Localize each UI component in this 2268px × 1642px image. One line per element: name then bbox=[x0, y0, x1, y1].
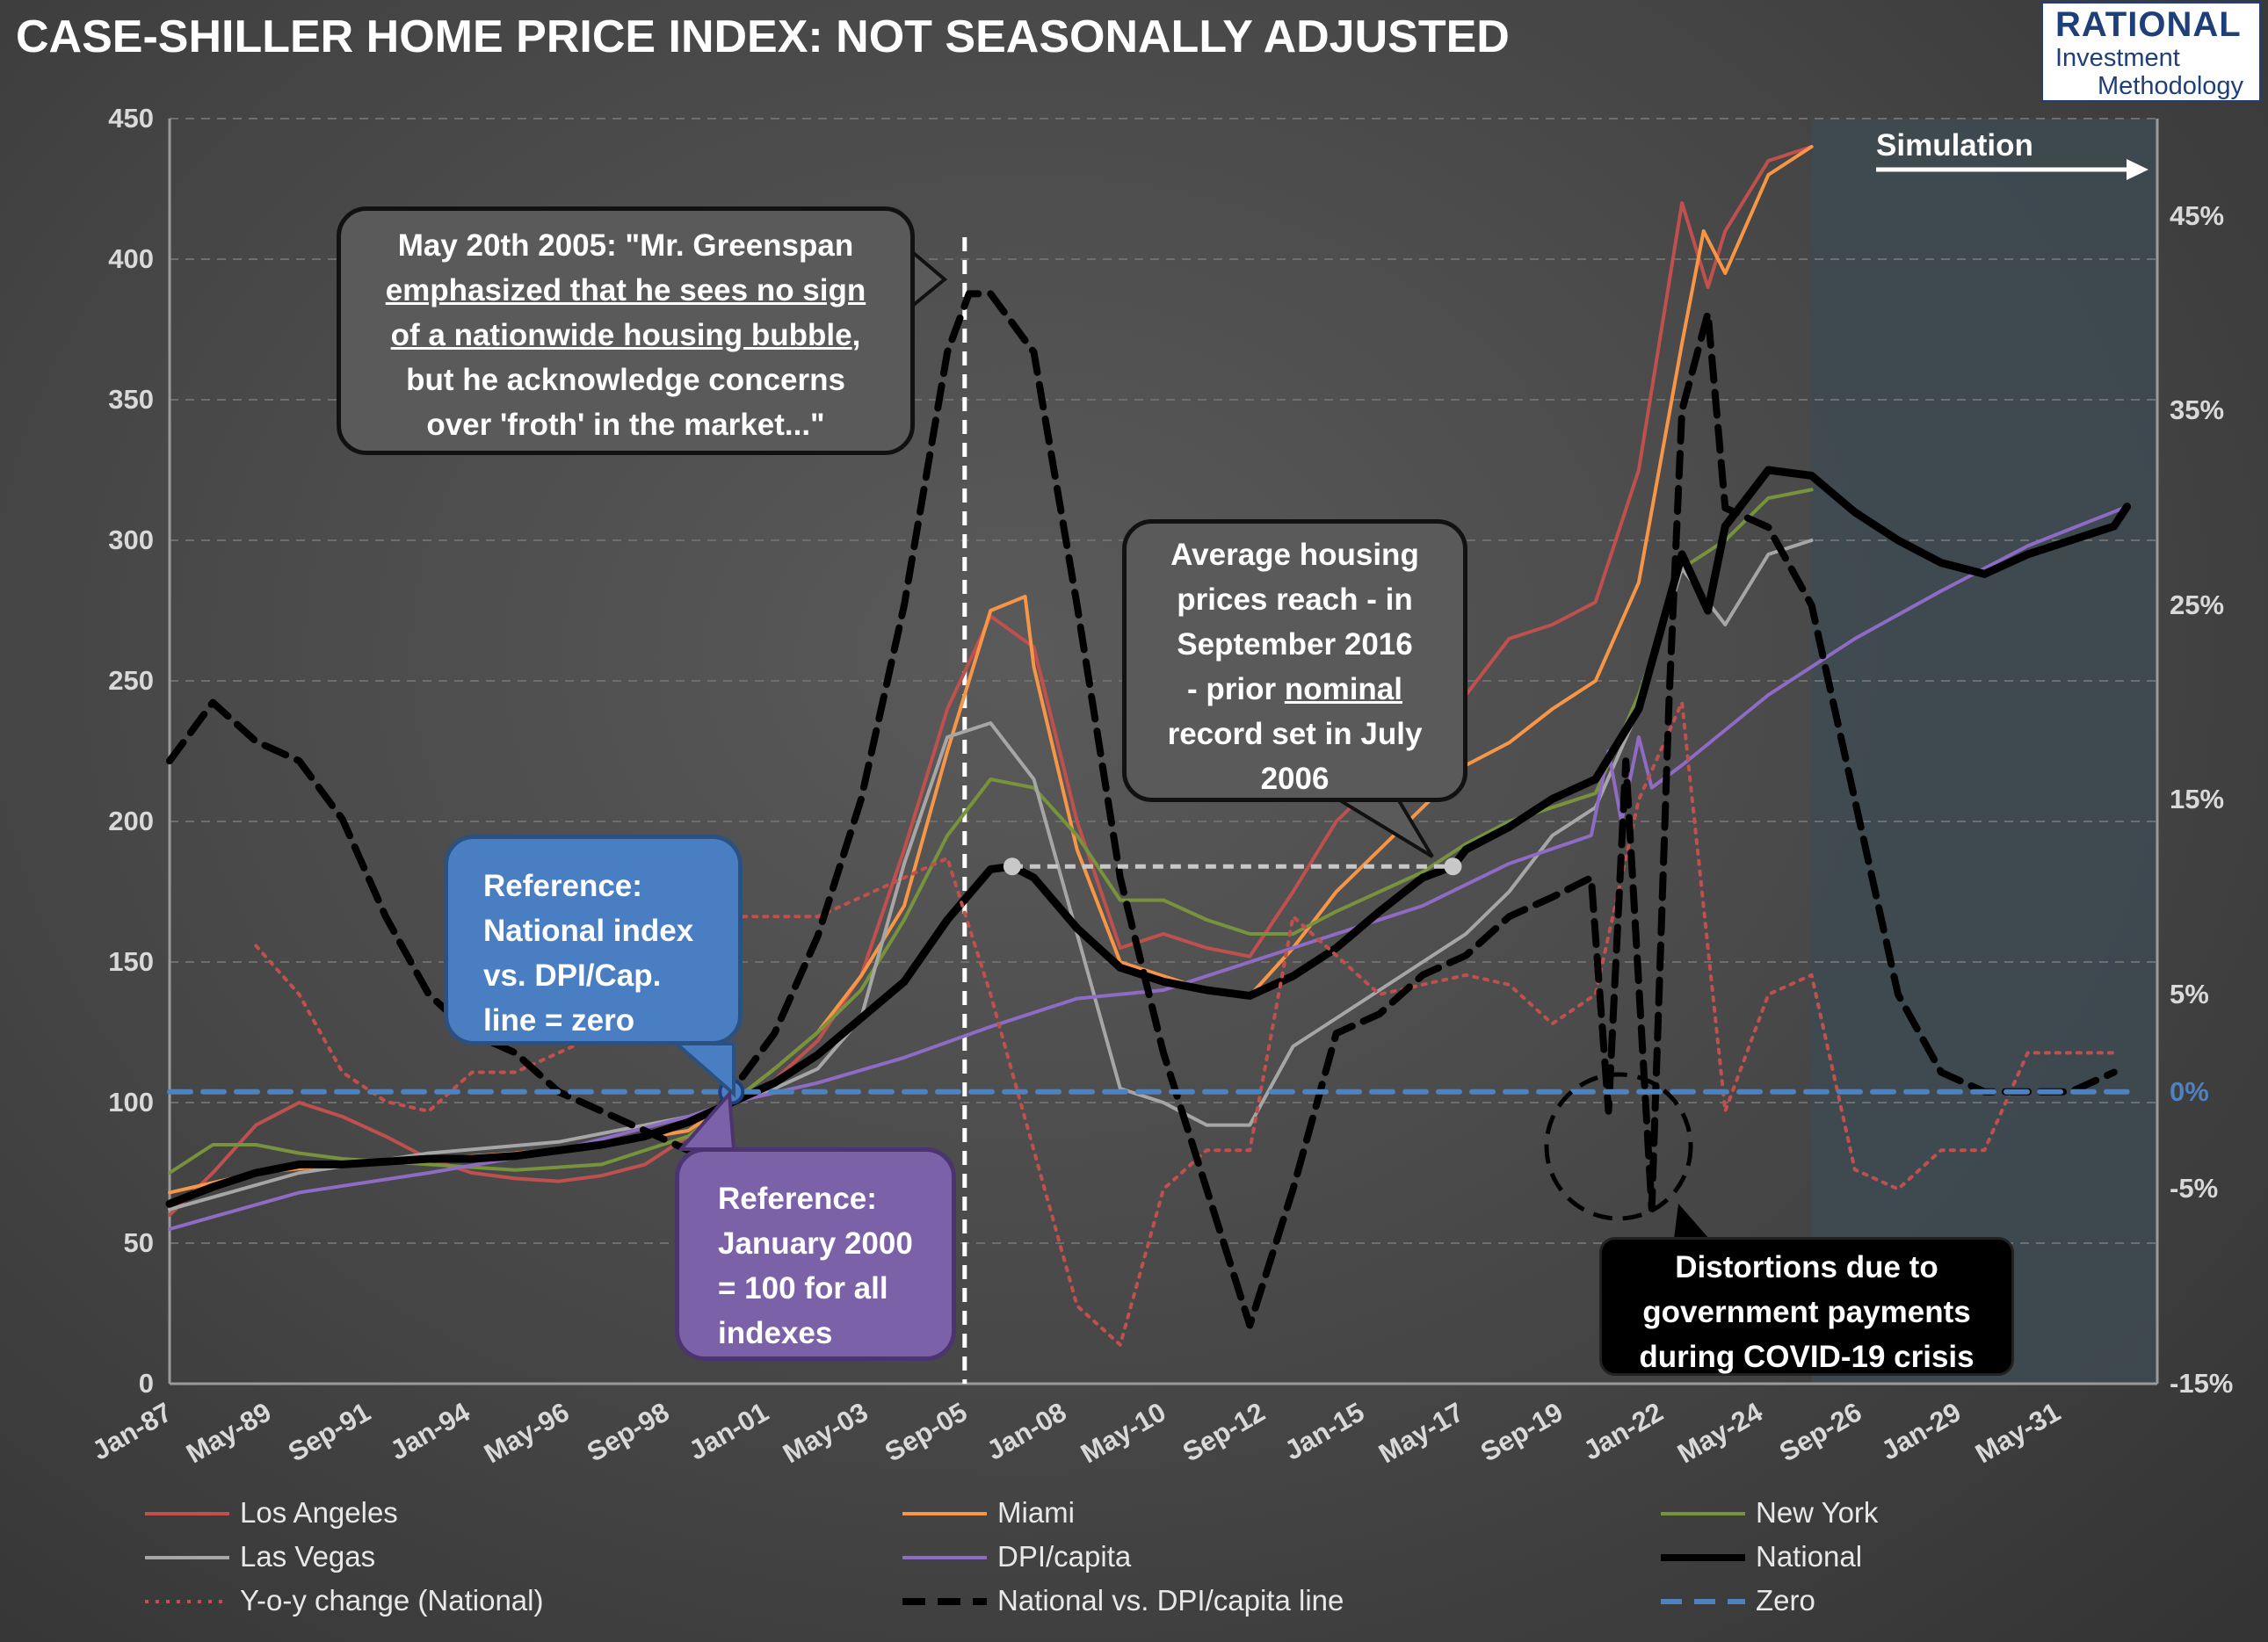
chart-title: CASE-SHILLER HOME PRICE INDEX: NOT SEASO… bbox=[16, 11, 1510, 62]
left-tick-label: 400 bbox=[108, 243, 154, 274]
record-callout: Average housing prices reach - in Septem… bbox=[1122, 519, 1467, 802]
legend-swatch bbox=[145, 1512, 229, 1515]
legend-label: New York bbox=[1756, 1496, 1879, 1529]
record-line4b: nominal bbox=[1284, 672, 1402, 706]
left-tick-label: 50 bbox=[123, 1227, 154, 1258]
legend-swatch bbox=[902, 1556, 987, 1559]
simulation-band bbox=[1811, 119, 2157, 1384]
left-tick-label: 300 bbox=[108, 524, 154, 555]
series-line-y-o-y-change-national bbox=[254, 700, 2116, 1347]
left-tick-label: 350 bbox=[108, 384, 154, 415]
greenspan-line5: over 'froth' in the market..." bbox=[426, 408, 825, 442]
left-tick-label: 150 bbox=[108, 946, 154, 977]
record-line2: prices reach - in bbox=[1177, 582, 1413, 617]
right-tick-label: 5% bbox=[2170, 978, 2209, 1009]
greenspan-line1: May 20th 2005: "Mr. Greenspan bbox=[397, 228, 854, 263]
legend-label: DPI/capita bbox=[997, 1540, 1132, 1573]
simulation-label: Simulation bbox=[1876, 128, 2033, 163]
national-callout-pointer bbox=[671, 1042, 735, 1098]
january-ref-line1: Reference: bbox=[718, 1182, 877, 1216]
left-tick-label: 450 bbox=[108, 103, 154, 134]
legend-label: Las Vegas bbox=[240, 1540, 376, 1573]
covid-line3: during COVID-19 crisis bbox=[1639, 1340, 1975, 1374]
national-reference-callout: Reference: National index vs. DPI/Cap. l… bbox=[444, 835, 743, 1045]
legend-label: Y-o-y change (National) bbox=[240, 1584, 544, 1617]
series-line-national-vs-dpi-capita-line bbox=[166, 290, 2118, 1329]
greenspan-line2: emphasized that he sees no sign bbox=[385, 273, 866, 307]
greenspan-line3: of a nationwide housing bubble bbox=[390, 318, 852, 352]
covid-callout-pointer bbox=[1674, 1204, 1709, 1239]
left-tick-label: 200 bbox=[108, 806, 154, 836]
covid-line2: government payments bbox=[1642, 1295, 1971, 1329]
logo-line1: RATIONAL bbox=[2055, 5, 2242, 44]
right-tick-label: 45% bbox=[2170, 199, 2225, 231]
january-ref-line3: = 100 for all bbox=[718, 1271, 888, 1306]
right-tick-label: 25% bbox=[2170, 589, 2225, 620]
legend-label: Miami bbox=[997, 1496, 1075, 1529]
national-ref-line2: National index bbox=[483, 914, 694, 948]
greenspan-callout: May 20th 2005: "Mr. Greenspan emphasized… bbox=[337, 206, 915, 455]
left-tick-label: 250 bbox=[108, 665, 154, 696]
legend-label: Zero bbox=[1756, 1584, 1815, 1617]
record-2006-marker bbox=[1003, 857, 1021, 876]
legend-swatch bbox=[902, 1512, 987, 1515]
legend-label: National bbox=[1756, 1540, 1863, 1573]
january-reference-callout: Reference: January 2000 = 100 for all in… bbox=[675, 1147, 956, 1361]
greenspan-line4: but he acknowledge concerns bbox=[406, 363, 845, 397]
legend-swatch bbox=[145, 1556, 229, 1559]
rational-logo: RATIONAL Investment Methodology bbox=[2041, 2, 2261, 102]
record-line1: Average housing bbox=[1170, 538, 1419, 572]
legend-swatch bbox=[902, 1598, 987, 1605]
legend-label: Los Angeles bbox=[240, 1496, 398, 1529]
series-line-new-york bbox=[168, 488, 1814, 1175]
right-tick-label: 35% bbox=[2170, 394, 2225, 426]
greenspan-line3-tail: , bbox=[851, 318, 861, 352]
legend-swatch bbox=[1661, 1554, 1745, 1561]
national-ref-line1: Reference: bbox=[483, 869, 642, 903]
legend-label: National vs. DPI/capita line bbox=[997, 1584, 1344, 1617]
national-ref-line3: vs. DPI/Cap. bbox=[483, 958, 662, 993]
record-line5: record set in July bbox=[1167, 717, 1423, 751]
record-2016-marker bbox=[1444, 857, 1462, 876]
right-tick-label: 15% bbox=[2170, 784, 2225, 815]
logo-line3: Methodology bbox=[2098, 72, 2244, 100]
national-ref-line4: line = zero bbox=[483, 1003, 635, 1038]
greenspan-callout-pointer bbox=[909, 246, 948, 312]
left-tick-label: 100 bbox=[108, 1087, 154, 1118]
right-tick-label: -15% bbox=[2170, 1368, 2234, 1399]
right-tick-label: 0% bbox=[2170, 1075, 2209, 1107]
record-line3: September 2016 bbox=[1177, 627, 1413, 662]
series-line-dpi-capita bbox=[168, 504, 2129, 1231]
logo-line2: Investment bbox=[2055, 44, 2180, 72]
covid-callout: Distortions due to government payments d… bbox=[1599, 1237, 2014, 1376]
january-ref-line4: indexes bbox=[718, 1316, 833, 1350]
record-callout-pointer bbox=[1329, 796, 1434, 858]
record-line4a: - prior bbox=[1186, 672, 1285, 706]
legend-swatch bbox=[1661, 1599, 1745, 1604]
simulation-arrow-head bbox=[2127, 159, 2148, 180]
record-line6: 2006 bbox=[1260, 762, 1330, 796]
covid-distortion-circle bbox=[1544, 1072, 1693, 1221]
legend-swatch bbox=[1661, 1512, 1745, 1515]
legend-swatch bbox=[145, 1600, 229, 1603]
january-ref-line2: January 2000 bbox=[718, 1226, 913, 1261]
series-line-national bbox=[165, 466, 2132, 1208]
covid-line1: Distortions due to bbox=[1675, 1250, 1938, 1284]
left-tick-label: 0 bbox=[138, 1368, 154, 1399]
right-tick-label: -5% bbox=[2170, 1173, 2219, 1204]
